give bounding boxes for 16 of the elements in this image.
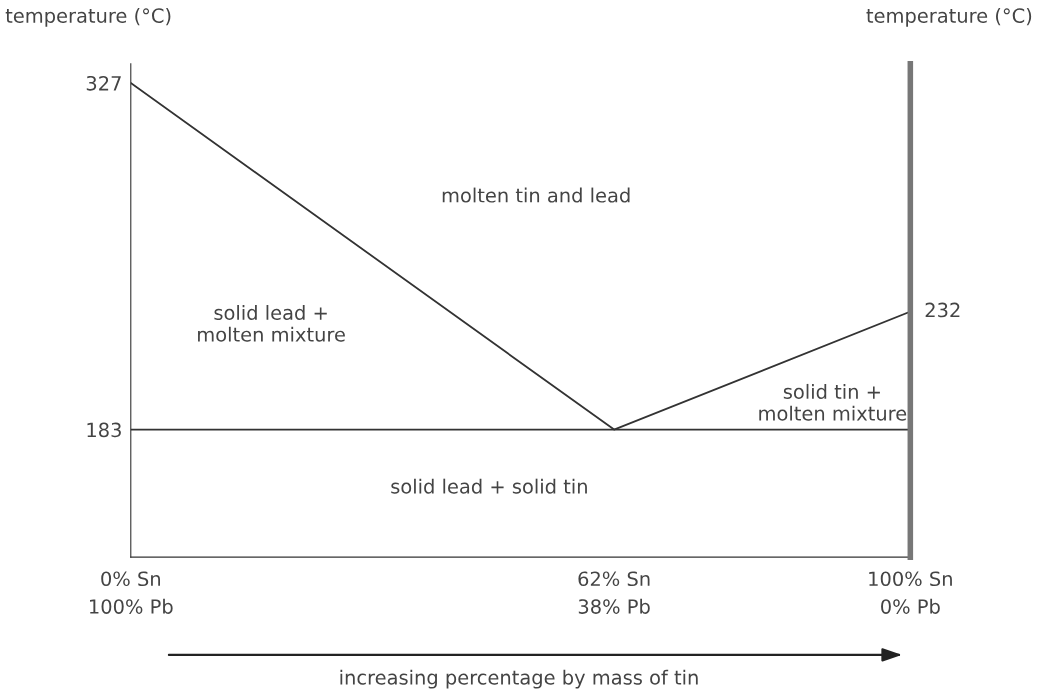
x2-tick-label: 0% Pb	[881, 598, 940, 614]
x-axis-title: increasing percentage by mass of tin	[340, 669, 698, 689]
annotation: solid tin + molten mixture	[759, 383, 907, 421]
annotation: solid lead + molten mixture	[198, 304, 345, 342]
annotation: solid lead + solid tin	[391, 478, 587, 494]
x-tick-label: 100% Sn	[869, 571, 952, 587]
data-label: 232	[925, 302, 960, 318]
x-tick-label: 62% Sn	[578, 571, 650, 587]
x2-tick-label: 38% Pb	[578, 598, 650, 614]
y-tick-label: 327	[86, 75, 121, 91]
annotation: molten tin and lead	[442, 187, 630, 203]
x2-tick-label: 100% Pb	[90, 598, 173, 614]
y2-axis-title: temperature (°C)	[866, 7, 1032, 27]
x-tick-label: 0% Sn	[101, 571, 160, 587]
y-axis-title: temperature (°C)	[5, 7, 171, 27]
y-tick-label: 183	[87, 422, 121, 438]
